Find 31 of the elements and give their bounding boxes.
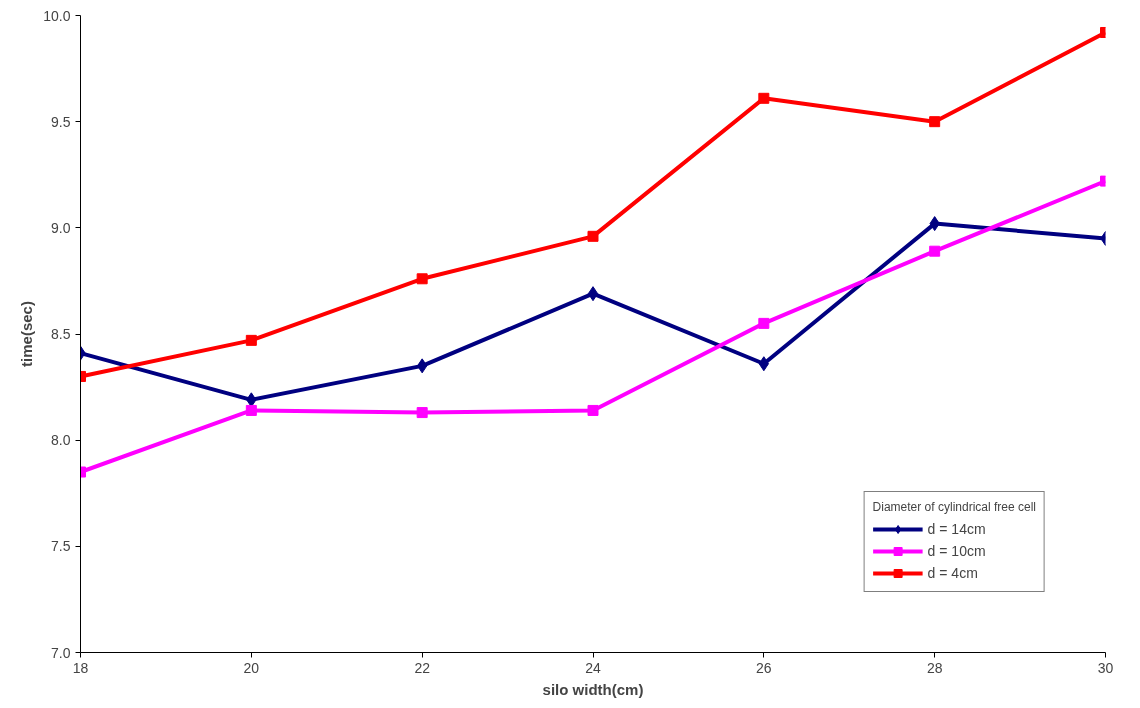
legend-title: Diameter of cylindrical free cell	[872, 500, 1036, 514]
point	[416, 407, 428, 419]
point	[245, 334, 257, 346]
y-tick-label: 9.5	[51, 113, 71, 130]
point	[587, 286, 599, 302]
point	[587, 404, 599, 416]
x-tick-label: 26	[756, 659, 772, 676]
point	[758, 317, 770, 329]
x-tick-label: 18	[72, 659, 89, 676]
point	[587, 230, 599, 242]
y-tick-label: 8.5	[51, 326, 71, 342]
y-tick-label: 7.0	[51, 644, 71, 661]
x-tick-label: 24	[585, 659, 601, 676]
x-tick-label: 28	[926, 659, 943, 676]
x-tick-label: 20	[243, 659, 260, 676]
legend-label: d = 10cm	[927, 543, 986, 559]
legend-label: d = 14cm	[927, 521, 986, 537]
point	[416, 273, 428, 285]
y-tick-label: 10.0	[43, 7, 71, 24]
x-axis-title: silo width(cm)	[542, 680, 644, 698]
legend-label: d = 4cm	[927, 565, 978, 581]
y-axis-title: time(sec)	[18, 301, 36, 367]
y-tick-label: 9.0	[51, 219, 71, 236]
x-tick-label: 30	[1097, 659, 1114, 676]
y-tick-label: 7.5	[51, 538, 71, 555]
x-tick-label: 22	[414, 659, 431, 676]
point	[758, 92, 770, 104]
point	[929, 116, 941, 128]
point	[245, 404, 257, 416]
point	[929, 245, 941, 257]
y-tick-label: 8.0	[51, 432, 71, 449]
